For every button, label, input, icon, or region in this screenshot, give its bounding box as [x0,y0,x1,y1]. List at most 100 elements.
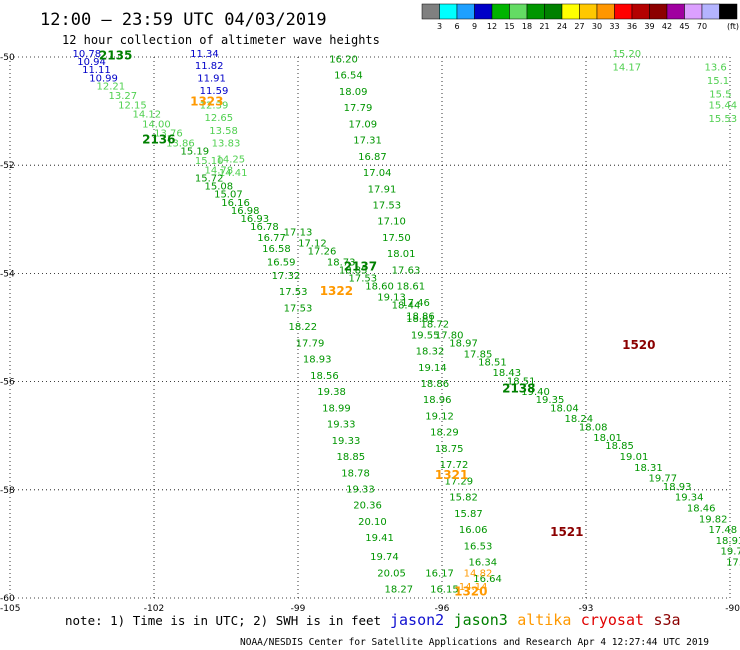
swh-value: 13.27 [108,91,137,102]
chart-title: 12:00 – 23:59 UTC 04/03/2019 [40,10,327,30]
swh-value: 18.29 [430,428,459,439]
swh-value: 14.17 [612,63,641,74]
y-tick-label: -52 [0,161,15,171]
swh-value: 16.93 [240,214,269,225]
swh-value: 16.06 [459,525,488,536]
pass-number-label: 2135 [99,49,132,63]
colorbar-label: 9 [472,22,477,31]
swh-value: 14.41 [219,168,248,179]
swh-value: 19.74 [370,552,399,563]
colorbar-label: 15 [504,22,514,31]
swh-value: 18.61 [396,282,425,293]
swh-value: 17.53 [279,287,308,298]
swh-value: 10.99 [89,73,118,84]
axes: -50 -52 -54 -56 -58 -60-105 -102 -99 -96 -93 -90 [0,53,740,614]
swh-value: 19.41 [365,533,394,544]
colorbar-label: 6 [454,22,459,31]
legend-jason2: jason2 [390,611,444,629]
swh-value: 10.78 [72,49,101,60]
swh-value: 20.10 [358,517,387,528]
satellite-legend: jason2 jason3 altika cryosat s3a [390,611,681,629]
swh-value: 17.46 [401,298,430,309]
swh-value: 18.51 [478,357,507,368]
swh-value: 18.85 [339,265,368,276]
colorbar-label: 18 [522,22,532,31]
colorbar-swatch [439,3,458,20]
pass-number-label: 2137 [344,260,377,274]
swh-value: 16.98 [231,206,260,217]
swh-value: 17.09 [348,119,377,130]
colorbar-label: 3 [437,22,442,31]
colorbar-label: 24 [557,22,567,31]
swh-value: 16.78 [250,222,279,233]
colorbar-swatch [631,3,650,20]
swh-value: 19.14 [418,363,447,374]
swh-value: 19.12 [425,411,454,422]
swh-value: 19.82 [699,514,728,525]
swh-value: 15.72 [195,173,224,184]
swh-value: 19.72 [720,547,740,558]
legend-cryosat: cryosat [581,611,644,629]
swh-value: 18.22 [288,322,317,333]
swh-value: 19.40 [521,387,550,398]
legend-s3a: s3a [654,611,681,629]
colorbar-swatch [579,3,598,20]
swh-value: 14.82 [464,568,493,579]
swh-value: 18.85 [605,441,634,452]
colorbar-label: 70 [697,22,707,31]
swh-value: 15.5 [709,90,731,101]
y-tick-label: -50 [0,53,15,63]
swh-value: 15.10 [195,156,224,167]
legend-jason3: jason3 [454,611,508,629]
swh-value: 19.34 [675,493,704,504]
swh-value: 15.19 [180,146,209,157]
swh-value: 19.35 [536,395,565,406]
swh-value: 13.86 [166,138,195,149]
colorbar-label: 27 [574,22,584,31]
swh-value: 17.53 [372,200,401,211]
swh-value: 16.16 [221,198,250,209]
swh-value: 11.82 [195,61,224,72]
y-tick-label: -60 [0,594,15,604]
swh-value: 14.25 [216,154,245,165]
colorbar-label: 21 [539,22,549,31]
swh-value: 18.51 [507,376,536,387]
swh-value: 18.44 [392,301,421,312]
x-tick-label: -93 [579,604,594,614]
swh-value: 17.12 [298,238,327,249]
swh-value: 20.05 [377,568,406,579]
colorbar-swatch [421,3,440,20]
swh-value: 18.99 [322,403,351,414]
swh-value: 18.09 [339,87,368,98]
colorbar-swatch [614,3,633,20]
swh-value: 14.78 [204,165,233,176]
colorbar-unit: (ft) [727,22,739,31]
pass-number-label: 1521 [550,525,583,539]
swh-value: 15.1 [707,76,729,87]
swh-value: 19.33 [327,420,356,431]
colorbar-label: 45 [679,22,689,31]
swh-value: 16.17 [425,568,454,579]
swh-value: 11.59 [200,86,229,97]
swh-value: 17.5 [726,558,740,569]
colorbar-label: 33 [609,22,619,31]
swh-value: 18.60 [365,282,394,293]
x-tick-label: -90 [725,604,740,614]
colorbar-swatch [701,3,720,20]
swh-value: 17.72 [440,460,469,471]
x-tick-label: -105 [0,604,20,614]
swh-value: 18.93 [716,536,740,547]
swh-value: 11.11 [82,65,111,76]
colorbar-label: 30 [592,22,602,31]
swh-value: 12.21 [96,81,125,92]
colorbar-swatch [719,3,738,20]
swh-value: 18.93 [663,482,692,493]
swh-value: 14.14 [459,582,488,593]
swh-value: 18.97 [449,338,478,349]
colorbar-swatch [509,3,528,20]
x-tick-label: -99 [291,604,306,614]
swh-value: 17.10 [377,217,406,228]
x-tick-label: -102 [144,604,164,614]
swh-value: 17.50 [382,233,411,244]
